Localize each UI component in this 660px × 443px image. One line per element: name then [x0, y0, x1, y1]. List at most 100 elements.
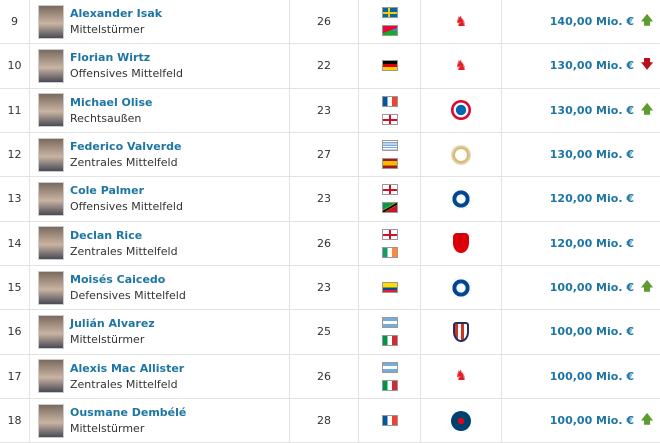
player-name-link[interactable]: Ousmane Dembélé	[70, 406, 187, 420]
nationality-cell	[359, 265, 421, 310]
market-value-cell: 100,00 Mio. €	[502, 310, 660, 353]
flag-icon[interactable]	[381, 361, 398, 373]
player-cell: Ousmane Dembélé Mittelstürmer	[30, 398, 290, 443]
player-position: Offensives Mittelfeld	[70, 200, 183, 214]
nationality-cell	[359, 132, 421, 177]
flag-icon[interactable]	[381, 95, 398, 107]
rank: 16	[0, 310, 30, 354]
market-value-cell: 100,00 Mio. € 🡅	[502, 399, 660, 442]
table-row: 16 Julián Alvarez Mittelstürmer 25 100,0…	[0, 310, 660, 355]
market-value-link[interactable]: 130,00 Mio. €	[549, 148, 634, 162]
club-logo-icon[interactable]: ♞	[454, 368, 468, 385]
rank: 10	[0, 44, 30, 88]
market-value-cell: 130,00 Mio. € 🡇	[502, 44, 660, 87]
flag-icon[interactable]	[381, 379, 398, 391]
player-photo[interactable]	[38, 270, 64, 305]
player-photo[interactable]	[38, 137, 64, 172]
player-photo[interactable]	[38, 226, 64, 261]
flag-icon[interactable]	[381, 140, 398, 152]
club-cell	[421, 221, 502, 265]
market-value-link[interactable]: 100,00 Mio. €	[549, 325, 634, 339]
nationality-cell	[359, 177, 421, 221]
player-position: Mittelstürmer	[70, 23, 145, 37]
market-value-link[interactable]: 120,00 Mio. €	[549, 236, 634, 250]
player-position: Defensives Mittelfeld	[70, 289, 186, 303]
club-logo-icon[interactable]	[451, 100, 471, 121]
trend-up-icon: 🡅	[640, 412, 654, 427]
market-value-link[interactable]: 100,00 Mio. €	[549, 414, 634, 428]
club-logo-icon[interactable]	[453, 233, 469, 254]
flag-icon[interactable]	[381, 282, 398, 294]
club-cell	[421, 310, 502, 354]
rank: 11	[0, 88, 30, 132]
player-cell: Michael Olise Rechtsaußen	[30, 88, 290, 132]
flag-icon[interactable]	[381, 25, 398, 37]
flag-icon[interactable]	[381, 60, 398, 72]
market-value-cell: 140,00 Mio. € 🡅	[502, 0, 660, 43]
flag-icon[interactable]	[381, 246, 398, 258]
market-value-link[interactable]: 140,00 Mio. €	[549, 15, 634, 29]
player-cell: Alexander Isak Mittelstürmer	[30, 0, 290, 44]
player-name-link[interactable]: Alexander Isak	[70, 7, 163, 21]
market-value-link[interactable]: 100,00 Mio. €	[549, 369, 634, 383]
club-logo-icon[interactable]	[451, 410, 471, 431]
player-photo[interactable]	[38, 48, 64, 83]
table-row: 11 Michael Olise Rechtsaußen 23 130,00 M…	[0, 88, 660, 133]
player-position: Zentrales Mittelfeld	[70, 156, 178, 170]
rank: 14	[0, 221, 30, 265]
market-value-link[interactable]: 120,00 Mio. €	[549, 192, 634, 206]
age: 26	[290, 221, 359, 265]
flag-icon[interactable]	[381, 317, 398, 329]
age: 27	[290, 132, 359, 177]
club-logo-icon[interactable]	[451, 144, 471, 165]
player-name-link[interactable]: Alexis Mac Allister	[70, 361, 185, 375]
player-name-link[interactable]: Cole Palmer	[70, 184, 144, 198]
club-cell: ♞	[421, 0, 502, 44]
market-value-cell: 130,00 Mio. €	[502, 133, 660, 176]
player-name-link[interactable]: Florian Wirtz	[70, 51, 151, 65]
rank: 18	[0, 398, 30, 443]
club-logo-icon[interactable]	[451, 188, 471, 209]
player-cell: Moisés Caicedo Defensives Mittelfeld	[30, 265, 290, 310]
market-value-link[interactable]: 130,00 Mio. €	[549, 103, 634, 117]
age: 23	[290, 177, 359, 221]
rank: 13	[0, 177, 30, 221]
player-photo[interactable]	[38, 314, 64, 349]
club-logo-icon[interactable]	[453, 321, 469, 342]
flag-icon[interactable]	[381, 228, 398, 240]
market-value-cell: 100,00 Mio. €	[502, 355, 660, 398]
player-photo[interactable]	[38, 4, 64, 39]
table-row: 15 Moisés Caicedo Defensives Mittelfeld …	[0, 265, 660, 311]
flag-icon[interactable]	[381, 184, 398, 196]
flag-icon[interactable]	[381, 113, 398, 125]
player-name-link[interactable]: Moisés Caicedo	[70, 273, 166, 287]
flag-icon[interactable]	[381, 202, 398, 214]
player-cell: Julián Alvarez Mittelstürmer	[30, 310, 290, 354]
player-position: Zentrales Mittelfeld	[70, 377, 178, 391]
player-photo[interactable]	[38, 93, 64, 128]
club-logo-icon[interactable]	[451, 277, 471, 298]
flag-icon[interactable]	[381, 158, 398, 170]
player-name-link[interactable]: Michael Olise	[70, 95, 153, 109]
player-position: Mittelstürmer	[70, 333, 145, 347]
age: 23	[290, 88, 359, 132]
nationality-cell	[359, 0, 421, 44]
flag-icon[interactable]	[381, 335, 398, 347]
market-value-link[interactable]: 100,00 Mio. €	[549, 281, 634, 295]
table-row: 18 Ousmane Dembélé Mittelstürmer 28 100,…	[0, 398, 660, 443]
rank: 15	[0, 265, 30, 310]
player-name-link[interactable]: Declan Rice	[70, 228, 143, 242]
player-name-link[interactable]: Federico Valverde	[70, 140, 182, 154]
club-logo-icon[interactable]: ♞	[454, 13, 468, 30]
market-value-link[interactable]: 130,00 Mio. €	[549, 59, 634, 73]
player-photo[interactable]	[38, 403, 64, 438]
age: 28	[290, 398, 359, 443]
player-photo[interactable]	[38, 359, 64, 394]
flag-icon[interactable]	[381, 415, 398, 427]
player-photo[interactable]	[38, 181, 64, 216]
age: 22	[290, 44, 359, 88]
club-logo-icon[interactable]: ♞	[454, 57, 468, 74]
flag-icon[interactable]	[381, 7, 398, 19]
player-name-link[interactable]: Julián Alvarez	[70, 317, 155, 331]
